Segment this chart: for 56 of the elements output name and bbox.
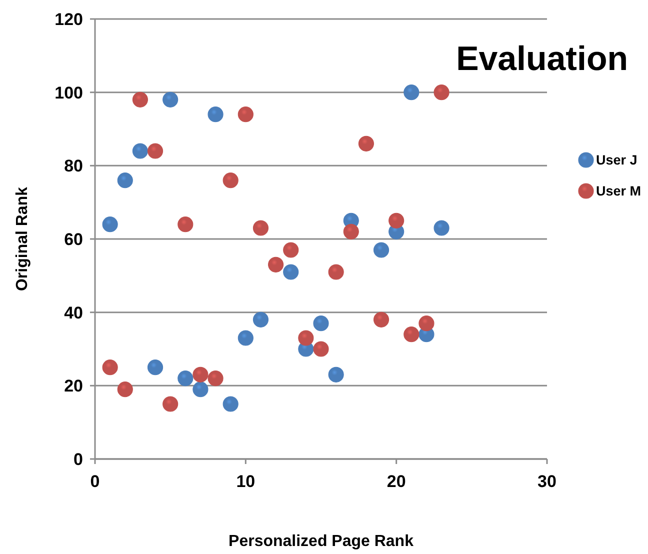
point — [313, 341, 329, 357]
point — [328, 366, 344, 382]
point — [102, 360, 118, 376]
point — [434, 84, 450, 100]
point — [132, 92, 148, 108]
x-tick-label: 0 — [90, 472, 100, 491]
point — [268, 256, 284, 272]
point — [208, 106, 224, 122]
point — [388, 212, 404, 228]
point — [343, 224, 359, 240]
x-axis-title: Personalized Page Rank — [228, 533, 414, 550]
point — [238, 330, 254, 346]
point — [373, 312, 390, 328]
y-axis-title: Original Rank — [14, 186, 31, 292]
point — [222, 172, 238, 188]
point — [373, 242, 390, 258]
point — [404, 326, 420, 342]
point — [328, 264, 344, 280]
point — [147, 143, 164, 159]
point — [178, 216, 194, 232]
point — [117, 382, 133, 398]
legend-label: User M — [596, 184, 642, 199]
y-tick-label: 100 — [54, 83, 83, 102]
point — [298, 330, 314, 346]
point — [117, 172, 133, 188]
point — [358, 136, 374, 152]
point — [418, 316, 434, 332]
point — [162, 92, 178, 108]
text: Evaluation — [456, 40, 628, 78]
point — [192, 366, 208, 382]
point — [178, 370, 194, 386]
point — [147, 360, 164, 376]
x-tick-label: 10 — [236, 472, 256, 491]
legend-label: User J — [596, 152, 638, 168]
point — [222, 396, 238, 412]
point — [132, 143, 148, 159]
point — [252, 220, 269, 236]
y-tick-label: 20 — [64, 376, 83, 396]
y-tick-label: 80 — [64, 156, 83, 176]
y-tick-label: 40 — [64, 303, 83, 322]
point — [192, 382, 208, 398]
y-tick-label: 60 — [64, 230, 83, 249]
y-tick-label: 120 — [54, 10, 83, 29]
point — [102, 216, 118, 232]
point — [283, 264, 299, 280]
point — [208, 370, 224, 386]
point — [238, 106, 254, 122]
point — [404, 84, 420, 100]
y-tick-label: 0 — [74, 450, 83, 469]
point — [313, 316, 329, 332]
point — [283, 242, 299, 258]
x-tick-label: 30 — [538, 472, 556, 491]
x-tick-label: 20 — [386, 472, 406, 491]
point — [434, 220, 450, 236]
point — [162, 396, 178, 412]
point — [252, 312, 269, 328]
